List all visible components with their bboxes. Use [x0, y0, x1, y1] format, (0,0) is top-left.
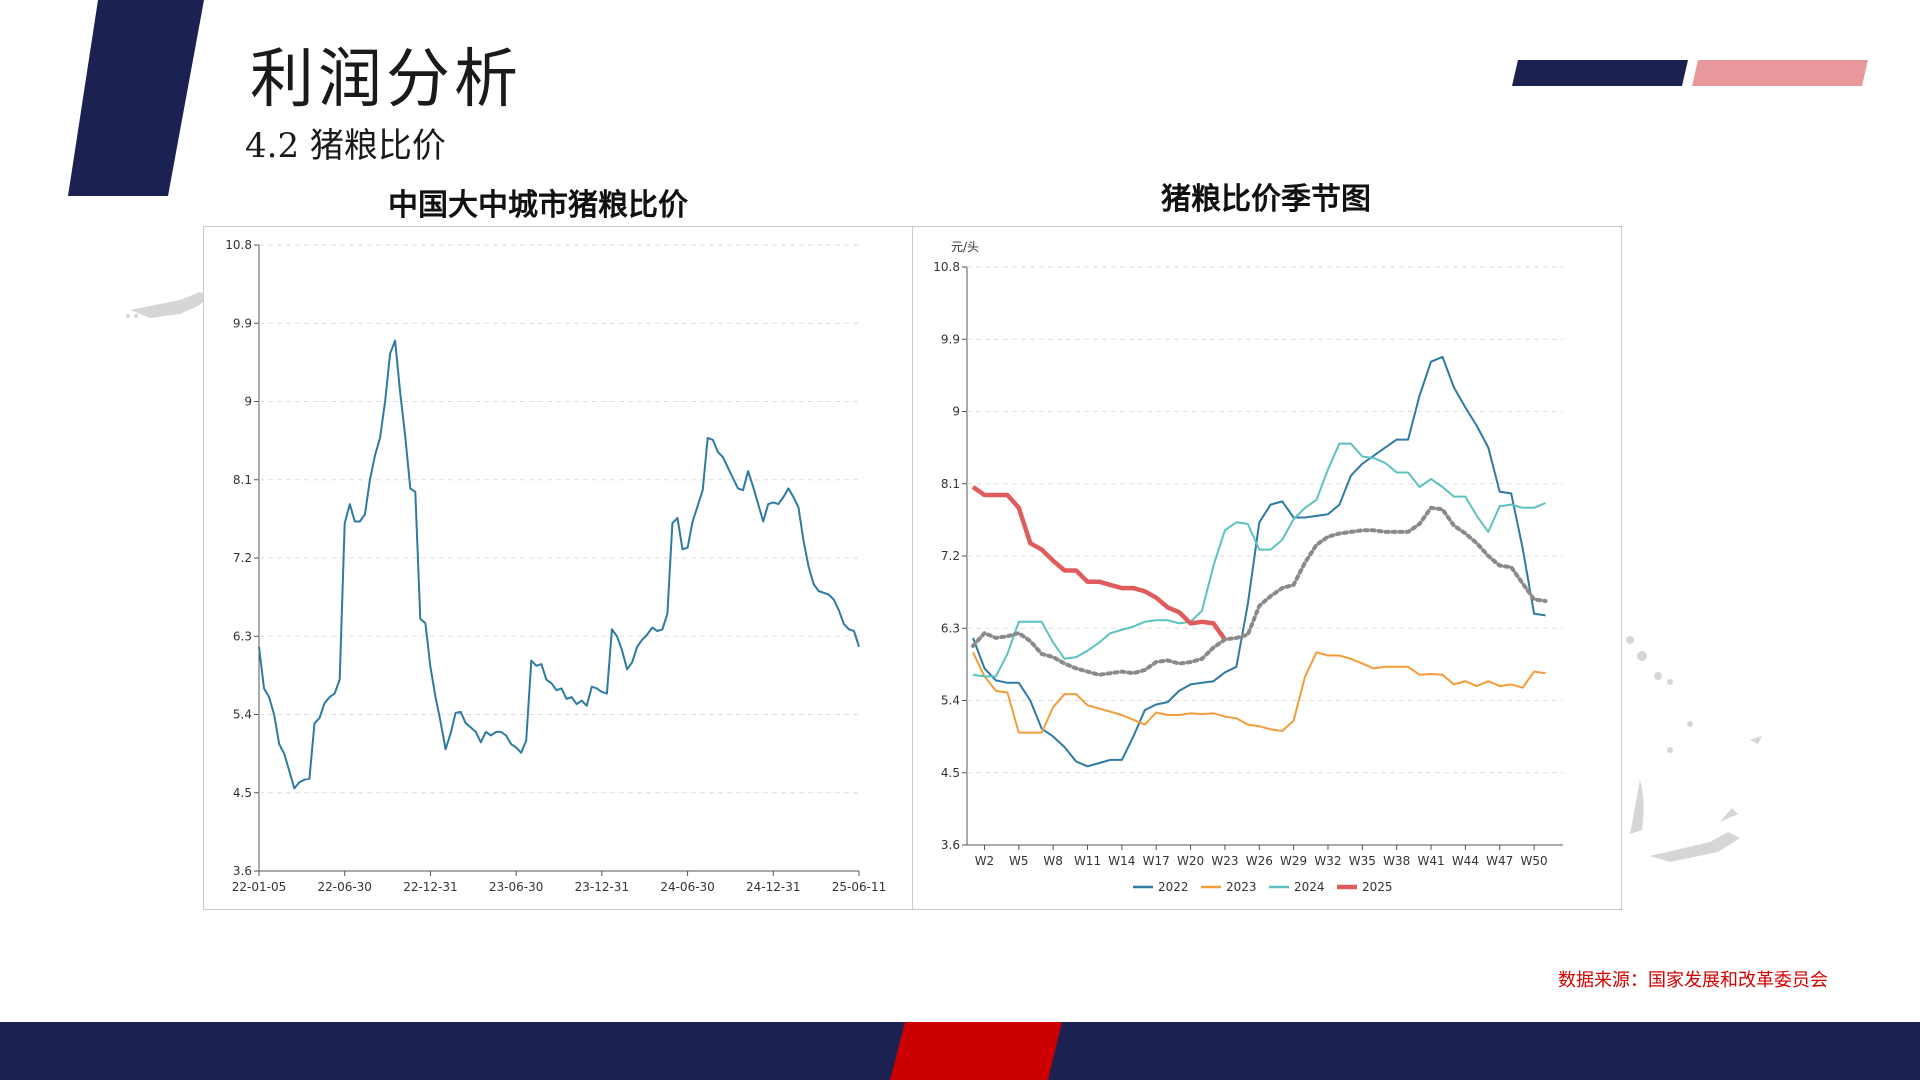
chart-1-plot: 3.6 4.5 5.4 6.3 7.2 8.1 9 9.9 10.8 22-01-05 22-06-…: [225, 238, 886, 894]
series-line: [258, 339, 860, 790]
x-tick-label: 23-06-30: [489, 880, 543, 894]
x-tick-label: W32: [1314, 854, 1341, 868]
x-tick-label: 23-12-31: [575, 880, 629, 894]
x-tick-label: W2: [975, 854, 995, 868]
x-tick-label: W14: [1108, 854, 1135, 868]
map-silhouette-right: [1626, 636, 1762, 862]
chart-2-plot: 元/头 3.6 4.5 5.4 6.3 7.2 8.1 9 9.9 10.8 W2 W5 W8 W11 W1…: [933, 240, 1563, 894]
x-tick-label: W23: [1211, 854, 1238, 868]
x-tick-label: W20: [1177, 854, 1204, 868]
legend-label-2023: 2023: [1226, 880, 1257, 894]
page-subtitle: 4.2 猪粮比价: [245, 126, 446, 166]
header-decor-bar: [68, 0, 204, 196]
page-title: 利润分析: [250, 43, 522, 117]
y-tick-label: 3.6: [941, 838, 960, 852]
x-tick-label: 24-12-31: [746, 880, 800, 894]
chart-2-frame: 元/头 3.6 4.5 5.4 6.3 7.2 8.1 9 9.9 10.8 W2 W5 W8 W11 W1…: [912, 226, 1622, 910]
data-source-note: 数据来源：国家发展和改革委员会: [1558, 970, 1828, 991]
legend-label-2025: 2025: [1362, 880, 1393, 894]
x-tick-label: W17: [1143, 854, 1170, 868]
x-tick-label: W50: [1521, 854, 1548, 868]
x-tick-label: 22-12-31: [403, 880, 457, 894]
map-silhouette-left: [126, 292, 210, 318]
x-tick-label: W8: [1043, 854, 1063, 868]
y-tick-label: 10.8: [225, 238, 252, 252]
y-tick-label: 9.9: [941, 332, 960, 346]
y-tick-label: 7.2: [941, 549, 960, 563]
chart-2-title: 猪粮比价季节图: [1161, 182, 1371, 217]
y-tick-label: 6.3: [941, 621, 960, 635]
y-tick-label: 3.6: [233, 864, 252, 878]
x-tick-label: 22-06-30: [317, 880, 371, 894]
y-tick-label: 5.4: [941, 694, 960, 708]
y-tick-label: 4.5: [233, 786, 252, 800]
series-line-2025: [971, 485, 1227, 641]
y-tick-label: 10.8: [933, 260, 960, 274]
x-tick-label: 25-06-11: [832, 880, 886, 894]
chart-1-frame: 3.6 4.5 5.4 6.3 7.2 8.1 9 9.9 10.8 22-01-05 22-06-…: [203, 226, 913, 910]
y-tick-label: 9.9: [233, 316, 252, 330]
series-line-2024: [972, 442, 1546, 678]
y-axis-label: 元/头: [951, 240, 979, 254]
header-decor-stripes: [1512, 60, 1868, 86]
series-line-2022: [972, 355, 1546, 768]
x-tick-label: W35: [1349, 854, 1376, 868]
x-tick-label: 24-06-30: [660, 880, 714, 894]
y-tick-label: 9: [952, 405, 960, 419]
y-tick-label: 8.1: [941, 477, 960, 491]
legend-label-2022: 2022: [1158, 880, 1189, 894]
x-tick-label: W11: [1074, 854, 1101, 868]
legend-label-2024: 2024: [1294, 880, 1325, 894]
footer-band: [0, 1022, 1920, 1080]
y-tick-label: 6.3: [233, 629, 252, 643]
y-tick-label: 5.4: [233, 708, 252, 722]
x-tick-label: W47: [1486, 854, 1513, 868]
x-tick-label: 22-01-05: [232, 880, 286, 894]
x-tick-label: W29: [1280, 854, 1307, 868]
x-tick-label: W44: [1452, 854, 1479, 868]
y-tick-label: 7.2: [233, 551, 252, 565]
y-tick-label: 9: [244, 395, 252, 409]
y-tick-label: 8.1: [233, 473, 252, 487]
x-tick-label: W41: [1417, 854, 1444, 868]
chart-1-title: 中国大中城市猪粮比价: [388, 188, 688, 223]
x-tick-label: W26: [1246, 854, 1273, 868]
series-line-2023: [972, 651, 1546, 734]
series-line-average: [971, 505, 1548, 677]
y-tick-label: 4.5: [941, 766, 960, 780]
x-tick-label: W5: [1009, 854, 1029, 868]
x-tick-label: W38: [1383, 854, 1410, 868]
